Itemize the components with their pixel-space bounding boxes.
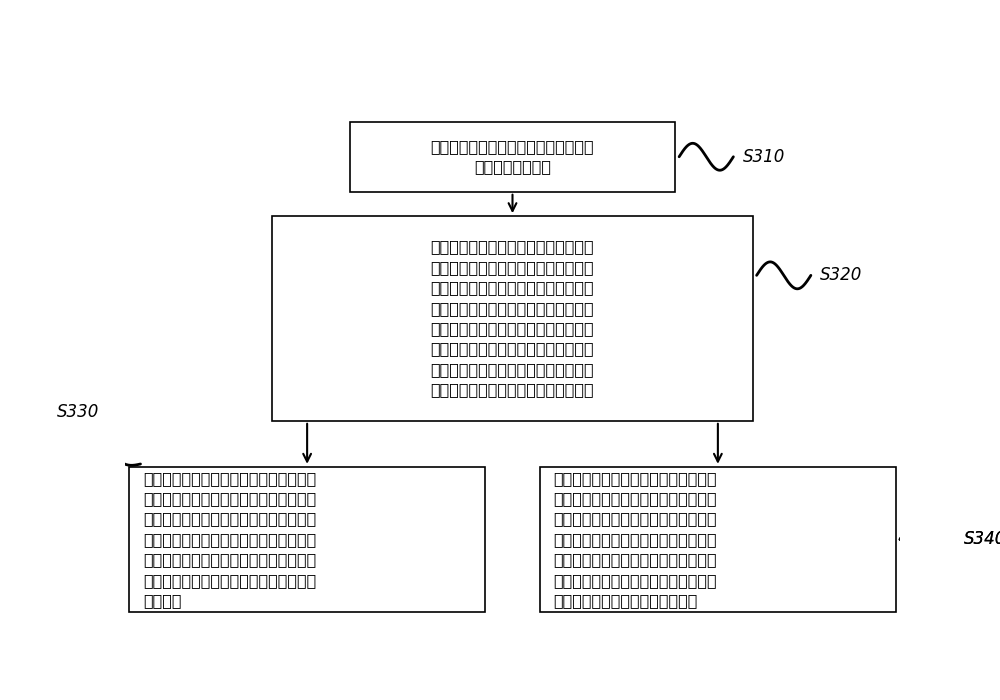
Text: S330: S330 bbox=[57, 403, 100, 421]
FancyBboxPatch shape bbox=[350, 122, 675, 192]
FancyBboxPatch shape bbox=[129, 467, 485, 612]
Text: 将该第一波形数据，与预设的波形数据
库中同一时间点采集到的标准波形数据
求绝对误差值；并对基于不同时间点采
集到的第一波形数据与对应时间点的标
准波形数据而得到: 将该第一波形数据，与预设的波形数据 库中同一时间点采集到的标准波形数据 求绝对误… bbox=[431, 239, 594, 398]
Text: 在该绝对误差总值大于预设误差阈值的情
况下，对记录该绝对误差总值大于预设误
差阈值时该绝对误差总值中不同时间点的
绝对误差值的累加次数；并比较各个累加
次数，将: 在该绝对误差总值大于预设误差阈值的情 况下，对记录该绝对误差总值大于预设误 差阈… bbox=[143, 471, 316, 608]
Text: S340: S340 bbox=[964, 531, 1000, 549]
Text: S320: S320 bbox=[820, 266, 863, 284]
FancyBboxPatch shape bbox=[272, 216, 753, 421]
Text: S340: S340 bbox=[964, 531, 1000, 549]
Text: 在该绝对误差总值小于或等于预设误差
阈值的情况下，则继续对基于不同时间
点采集到的第一波形数据与对应时间点
的标准波形数据而得到的绝对误差值进
行累加，且继续记: 在该绝对误差总值小于或等于预设误差 阈值的情况下，则继续对基于不同时间 点采集到… bbox=[554, 471, 717, 608]
Text: 对该负载的启动波形数据进行预处理，
得到第一波形数据: 对该负载的启动波形数据进行预处理， 得到第一波形数据 bbox=[431, 139, 594, 174]
Text: S310: S310 bbox=[743, 148, 785, 166]
FancyBboxPatch shape bbox=[540, 467, 896, 612]
